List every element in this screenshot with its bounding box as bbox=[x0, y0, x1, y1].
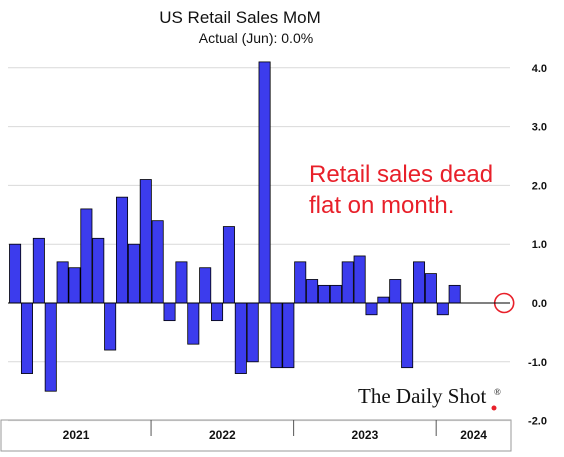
chart-subtitle: Actual (Jun): 0.0% bbox=[199, 30, 313, 46]
bars bbox=[9, 61, 515, 392]
bar-may-2023 bbox=[341, 261, 354, 304]
y-axis: 4.0 3.0 2.0 1.0 0.0 -1.0 -2.0 bbox=[528, 63, 547, 428]
bar-jun-2022 bbox=[211, 302, 224, 322]
brand-logo: The Daily Shot bbox=[358, 384, 486, 408]
bar-feb-2024 bbox=[448, 284, 461, 304]
bar-nov-2022 bbox=[270, 302, 283, 369]
bar-jan-2024 bbox=[436, 302, 449, 316]
bar-sep-2021 bbox=[104, 302, 117, 351]
bar-jun-2023 bbox=[353, 255, 366, 304]
brand-dot-icon bbox=[491, 405, 497, 411]
x-tick-label-2023: 2023 bbox=[352, 428, 379, 442]
bar-dec-2023 bbox=[424, 273, 437, 304]
bar-aug-2021 bbox=[92, 237, 105, 304]
bar-jan-2023 bbox=[294, 261, 307, 304]
bar-feb-2023 bbox=[306, 279, 319, 304]
brand-registered-mark: ® bbox=[494, 387, 501, 397]
bar-dec-2021 bbox=[139, 179, 152, 304]
bar-nov-2021 bbox=[127, 243, 140, 304]
x-axis-frame bbox=[0, 419, 512, 452]
bar-may-2022 bbox=[199, 267, 212, 304]
bar-jan-2021 bbox=[9, 243, 22, 304]
bar-jan-2022 bbox=[151, 220, 164, 304]
bar-sep-2023 bbox=[389, 279, 402, 304]
bar-apr-2022 bbox=[187, 302, 200, 345]
bar-mar-2023 bbox=[317, 284, 330, 304]
x-tick-label-2024: 2024 bbox=[460, 428, 487, 442]
y-tick-label: 2.0 bbox=[532, 180, 547, 192]
bar-oct-2021 bbox=[116, 196, 129, 304]
x-axis: 2021 2022 2023 2024 bbox=[0, 419, 512, 452]
y-tick-label: -1.0 bbox=[528, 357, 547, 369]
bar-apr-2023 bbox=[329, 284, 342, 304]
bar-mar-2021 bbox=[32, 237, 45, 304]
annotation-line-2: flat on month. bbox=[309, 192, 454, 219]
y-tick-label: 0.0 bbox=[532, 298, 547, 310]
bar-apr-2021 bbox=[44, 302, 57, 392]
bar-mar-2022 bbox=[175, 261, 188, 304]
bar-nov-2023 bbox=[413, 261, 426, 304]
bar-oct-2023 bbox=[401, 302, 414, 369]
bar-dec-2022 bbox=[282, 302, 295, 369]
y-tick-label: 1.0 bbox=[532, 239, 547, 251]
bar-may-2021 bbox=[56, 261, 69, 304]
bar-jul-2021 bbox=[80, 208, 93, 304]
y-tick-label: -2.0 bbox=[528, 416, 547, 428]
bar-feb-2021 bbox=[20, 302, 33, 374]
bar-oct-2022 bbox=[258, 61, 271, 304]
bar-jul-2022 bbox=[222, 226, 235, 304]
bar-jul-2023 bbox=[365, 302, 378, 316]
y-tick-label: 3.0 bbox=[532, 122, 547, 134]
bar-aug-2023 bbox=[377, 296, 390, 304]
chart-title: US Retail Sales MoM bbox=[159, 8, 321, 27]
x-tick-label-2022: 2022 bbox=[209, 428, 236, 442]
bar-aug-2022 bbox=[234, 302, 247, 374]
x-tick-label-2021: 2021 bbox=[63, 428, 90, 442]
bar-jun-2021 bbox=[68, 267, 81, 304]
y-tick-label: 4.0 bbox=[532, 63, 547, 75]
bar-sep-2022 bbox=[246, 302, 259, 363]
bar-feb-2022 bbox=[163, 302, 176, 322]
annotation-line-1: Retail sales dead bbox=[309, 161, 493, 188]
